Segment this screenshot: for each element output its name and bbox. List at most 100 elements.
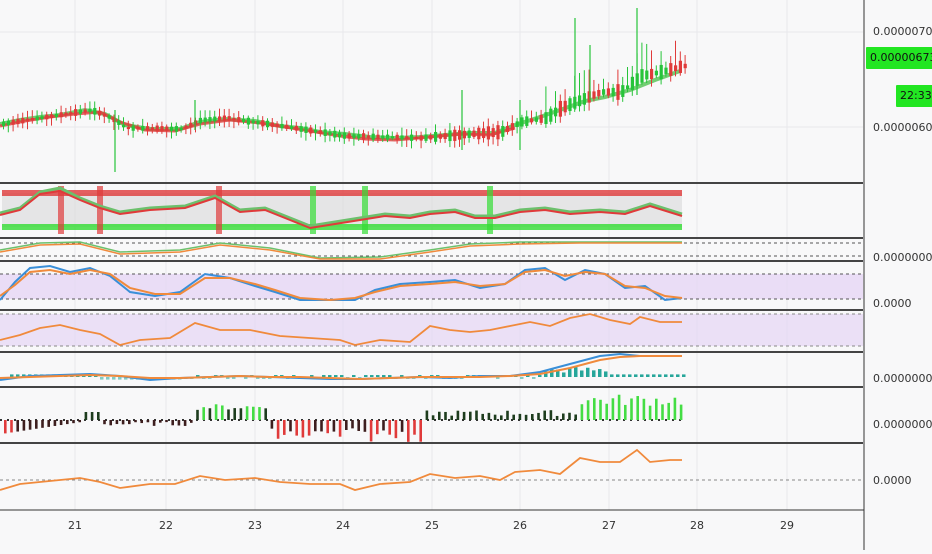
momentum-bar (326, 420, 329, 434)
momentum-bar (84, 412, 88, 420)
momentum-bar (487, 412, 491, 420)
momentum-bar (53, 420, 57, 426)
candle (218, 108, 222, 126)
momentum-bar (59, 420, 63, 426)
momentum-bar (301, 420, 305, 438)
candle (669, 56, 673, 82)
momentum-bar (28, 420, 32, 430)
momentum-bar (524, 414, 528, 420)
momentum-bar (140, 420, 143, 424)
candle-body (357, 134, 361, 139)
macd-bar (580, 370, 584, 377)
candle (174, 122, 178, 136)
candle-body (390, 136, 394, 139)
candle-body (146, 126, 150, 131)
candle (318, 126, 322, 137)
rsi-panel[interactable] (0, 264, 863, 302)
candle-body (78, 109, 82, 114)
momentum-bar (512, 414, 515, 420)
macd-bar (112, 377, 116, 380)
candle (386, 129, 390, 143)
candle-body (333, 130, 337, 138)
candle-body (491, 128, 495, 138)
momentum-bar (128, 420, 131, 425)
momentum-bar (72, 420, 75, 424)
candle-body (266, 120, 270, 128)
macd-bar (400, 375, 404, 377)
macd-bar (616, 374, 620, 377)
candle (606, 82, 610, 99)
candle-body (558, 100, 562, 117)
candle (246, 115, 250, 129)
candle-body (318, 130, 322, 134)
candle-body (160, 126, 164, 132)
candle (299, 122, 303, 138)
candle (270, 118, 274, 132)
momentum-bar (338, 420, 342, 437)
candle-body (510, 123, 514, 131)
momentum-bar (419, 420, 422, 442)
candle (650, 50, 654, 87)
candle (131, 122, 135, 138)
candle (578, 73, 582, 112)
macd-bar (520, 377, 524, 379)
candle (141, 118, 145, 134)
candle-body (323, 129, 327, 137)
rsi2-panel[interactable] (0, 313, 863, 347)
candle-body (400, 135, 404, 140)
candle (424, 128, 428, 143)
macd-bar (646, 374, 650, 377)
momentum-bar (456, 410, 460, 420)
candle (654, 65, 658, 79)
momentum-bar (450, 415, 453, 420)
momentum-bar (239, 408, 243, 420)
bottom-panel[interactable] (0, 448, 863, 491)
stoch-panel[interactable] (0, 186, 683, 234)
candle-body (59, 112, 63, 118)
candle (323, 122, 327, 143)
stoch-rsi-panel[interactable] (0, 241, 863, 260)
candle (592, 79, 596, 102)
candle-body (530, 118, 534, 123)
candle (21, 112, 25, 129)
candle (558, 94, 562, 123)
candle-body (88, 108, 92, 112)
momentum-panel[interactable] (0, 394, 683, 442)
date-label: 22 (159, 519, 173, 532)
candle (621, 76, 625, 102)
candle (674, 40, 678, 77)
momentum-bar (562, 413, 565, 420)
candle (506, 121, 510, 135)
candle-body (592, 91, 596, 99)
momentum-bar (549, 410, 553, 420)
candle (381, 129, 385, 142)
candle-body (650, 68, 654, 80)
momentum-bar (159, 420, 162, 423)
candle-body (678, 60, 682, 73)
macd-panel[interactable] (0, 352, 686, 382)
momentum-bar (667, 402, 670, 420)
candle (405, 129, 409, 147)
candle-body (554, 107, 558, 117)
candle-body (170, 126, 174, 131)
candle-body (218, 116, 222, 121)
momentum-bar (413, 420, 416, 435)
candle-body (506, 125, 510, 133)
macd-bar (388, 375, 392, 377)
macd-bar (556, 369, 560, 377)
candle-body (578, 95, 582, 107)
momentum-bar (41, 420, 44, 428)
candle (314, 124, 318, 141)
candle-body (515, 121, 519, 128)
candle-body (179, 127, 183, 131)
candle (93, 101, 97, 121)
price-panel[interactable] (0, 8, 687, 172)
candle-body (448, 130, 452, 142)
candle-body (141, 125, 145, 131)
candle-body (563, 100, 567, 113)
candle-body (213, 116, 217, 122)
